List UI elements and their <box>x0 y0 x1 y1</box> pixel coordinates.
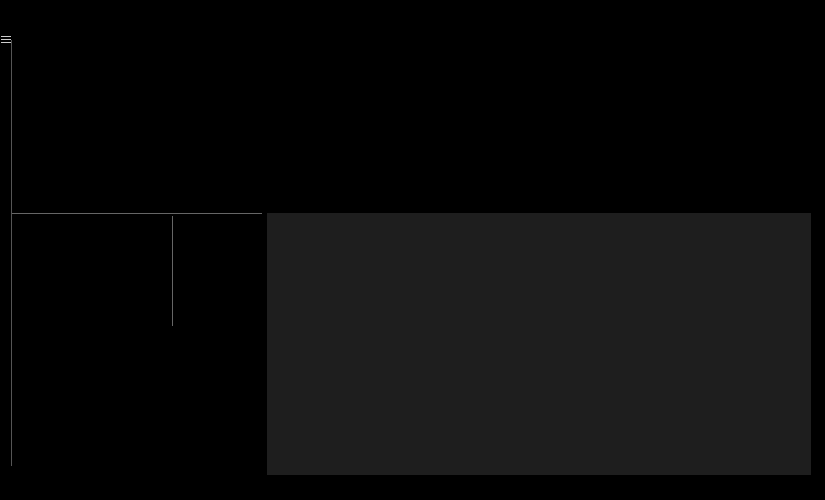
hamburger-menu-icon[interactable] <box>1 36 11 44</box>
page-layout-panel <box>14 214 264 329</box>
parallel-coordinates-chart[interactable] <box>0 0 825 215</box>
left-divider <box>11 40 12 466</box>
panel-divider <box>12 213 262 214</box>
panel-divider <box>172 216 173 326</box>
thumbnail-grid <box>267 213 811 475</box>
